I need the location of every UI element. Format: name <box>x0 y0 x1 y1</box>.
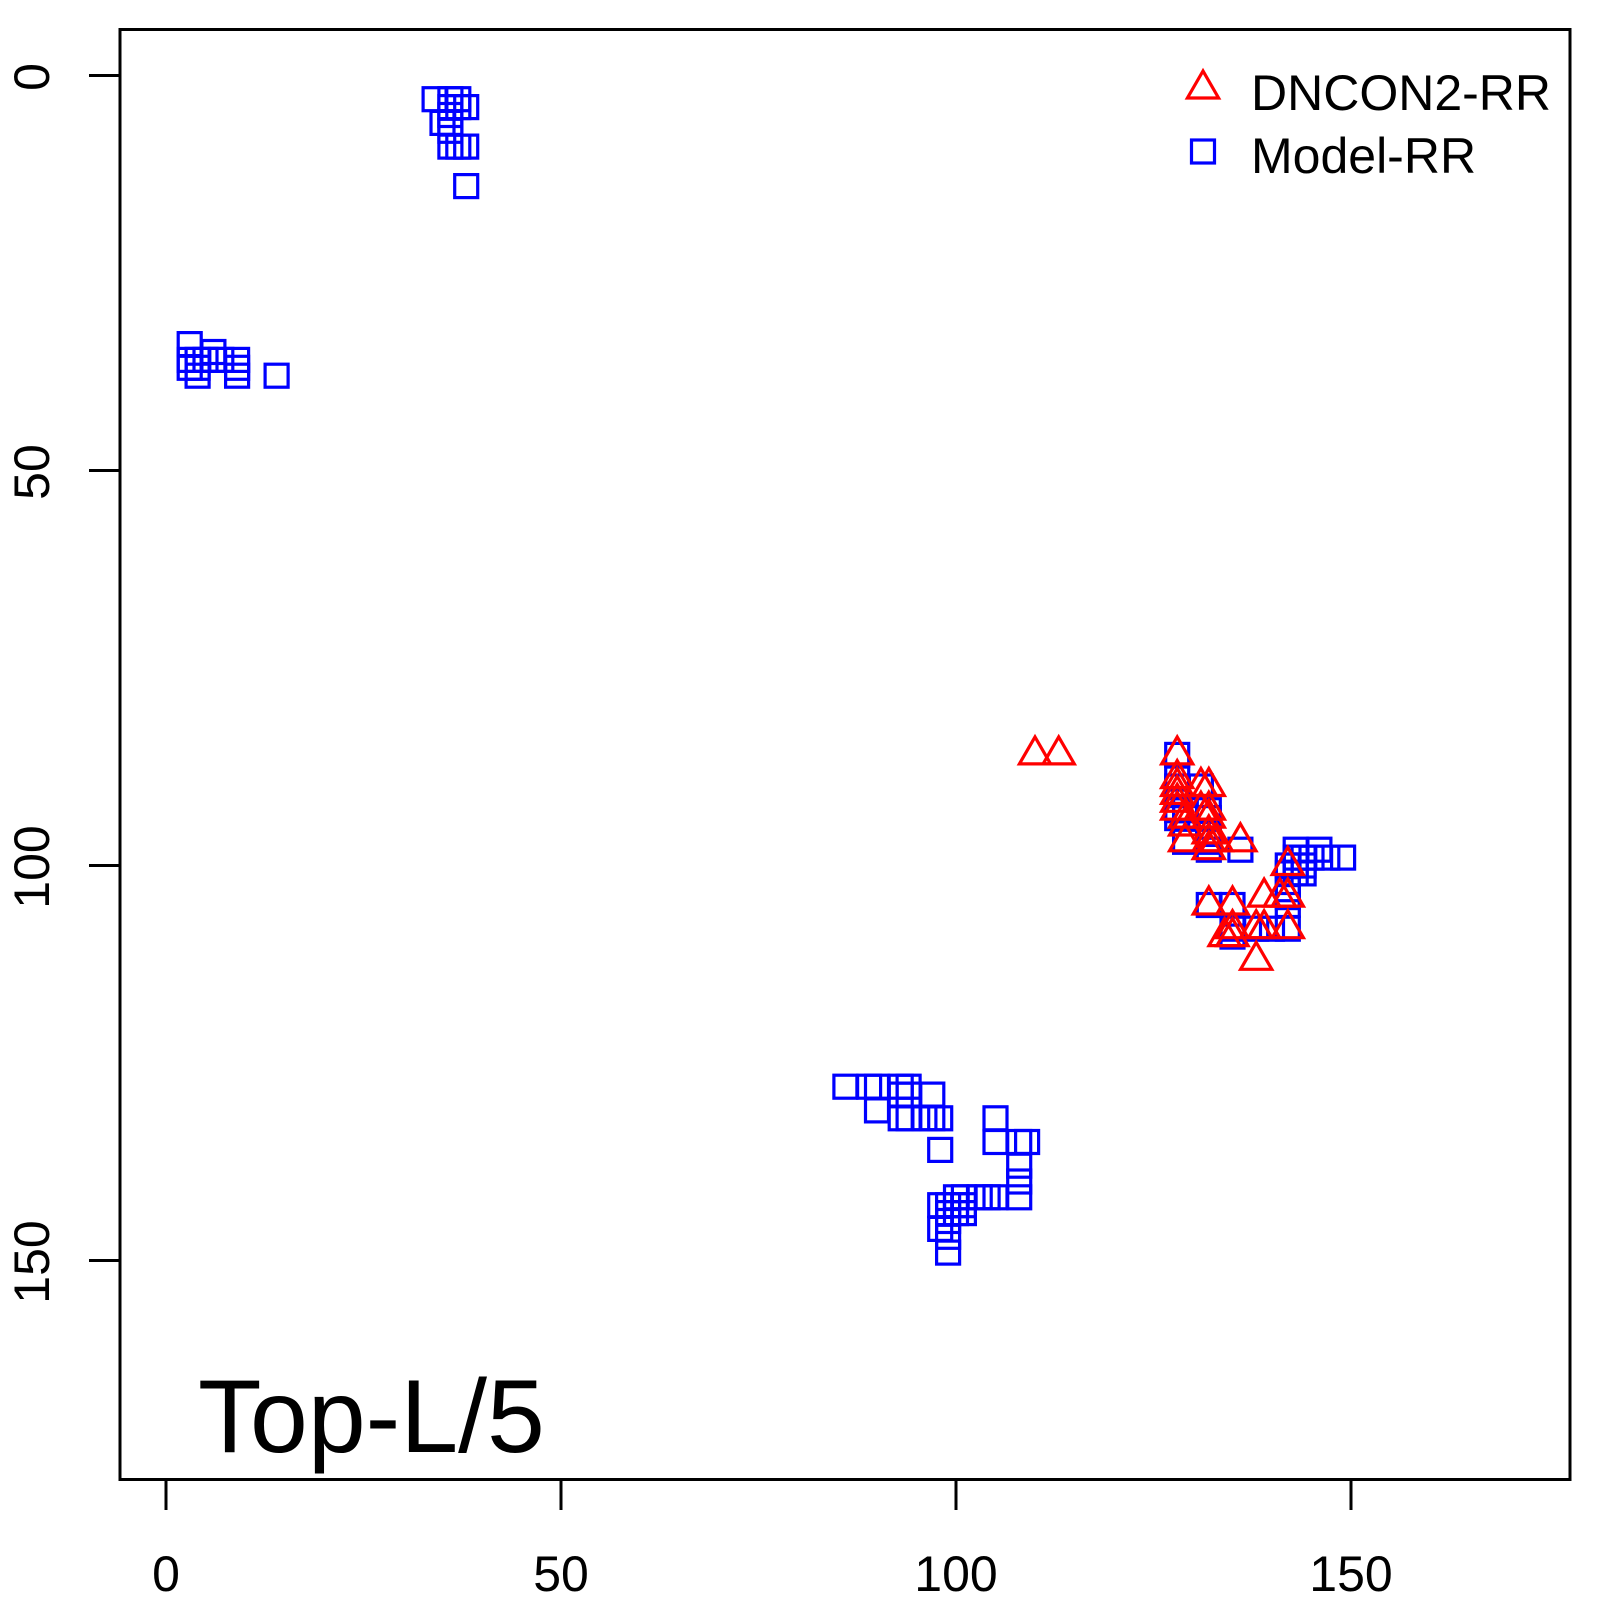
svg-text:Model-RR: Model-RR <box>1251 128 1476 184</box>
svg-text:Top-L/5: Top-L/5 <box>198 1359 545 1475</box>
svg-text:DNCON2-RR: DNCON2-RR <box>1251 65 1551 121</box>
svg-text:0: 0 <box>4 63 60 91</box>
svg-text:50: 50 <box>533 1546 589 1600</box>
svg-text:150: 150 <box>4 1220 60 1303</box>
svg-text:150: 150 <box>1309 1546 1392 1600</box>
svg-text:100: 100 <box>914 1546 997 1600</box>
svg-text:100: 100 <box>4 825 60 908</box>
svg-text:0: 0 <box>152 1546 180 1600</box>
svg-text:50: 50 <box>4 444 60 500</box>
